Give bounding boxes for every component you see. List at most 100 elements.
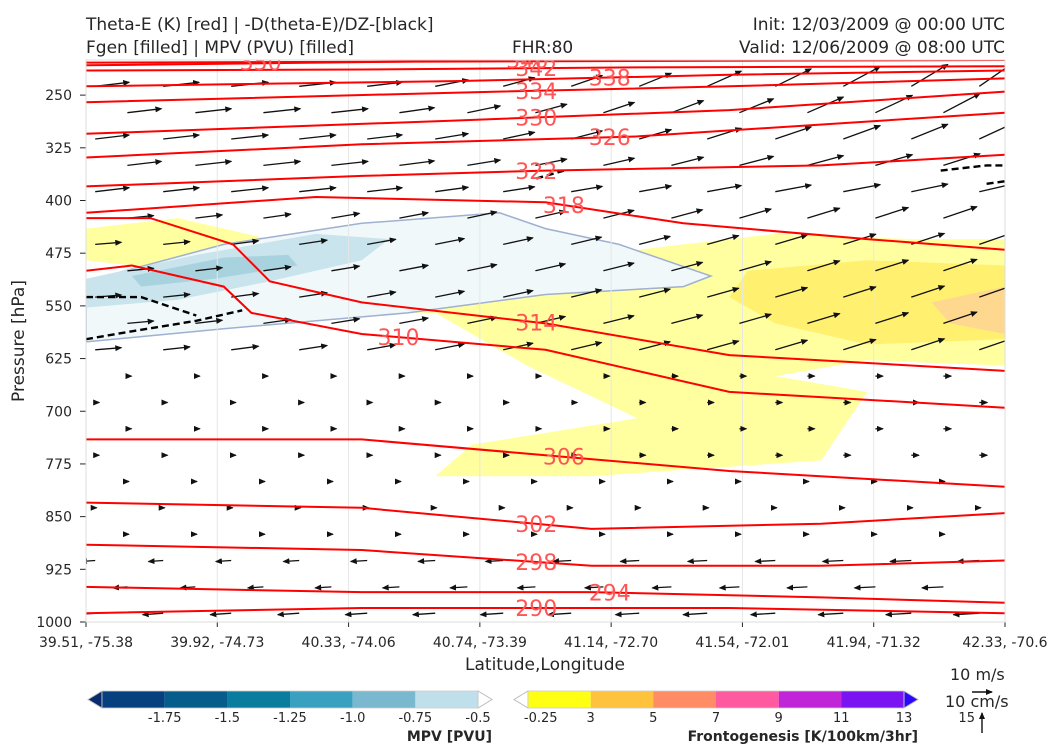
x-axis-label: Latitude,Longitude [465,655,625,675]
wind-vector-23 [739,98,775,114]
theta-e-label-290: 290 [515,597,557,622]
horizontal-wind-reference-label: 10 m/s [950,665,1005,684]
mpv-fill-2 [131,254,298,287]
wind-vector-135 [95,345,123,352]
fgen-colorbar-extend-left [513,690,529,709]
y-tick-550: 550 [45,299,72,315]
wind-vector-126 [399,316,430,325]
mpv-fill-0 [86,212,714,343]
wind-vector-94 [979,234,1005,246]
theta-e-contour-318 [86,195,1005,251]
wind-vector-144 [707,339,740,351]
wind-vector-261 [381,584,400,591]
mpv-colorbar-tick-0: -1.75 [148,711,182,726]
wind-vector-282 [884,611,912,618]
wind-vector-266 [718,584,740,591]
wind-vector-259 [246,584,264,591]
wind-vector-274 [344,611,368,618]
wind-vector-60 [503,184,536,193]
wind-vector-55 [163,185,201,193]
y-tick-400: 400 [45,194,72,210]
wind-vector-87 [503,236,534,246]
wind-vector-138 [299,343,329,351]
wind-vector-84 [299,238,329,246]
fgen-colorbar-segment-6 [841,691,904,708]
fgen-fill-1 [729,260,1005,345]
wind-vector-30 [299,132,337,140]
wind-vector-252 [686,558,708,565]
wind-vector-13 [978,67,1005,87]
wind-vector-243 [86,558,96,565]
wind-vector-63 [707,183,743,193]
theta-e-label-342: 342 [515,57,557,82]
wind-vector-273 [276,611,300,618]
wind-vector-248 [417,558,436,565]
x-tick-3: 40.74, -73.39 [433,635,527,651]
wind-vector-296 [918,640,944,642]
wind-vector-28 [163,132,201,140]
theta-e-label-318: 318 [543,194,585,219]
wind-vector-81 [95,239,123,246]
theta-e-label-306: 306 [543,446,585,471]
wind-vector-76 [671,208,704,219]
dtheta-dz-contours [86,164,1005,341]
wind-vector-139 [367,342,397,351]
wind-vector-254 [821,558,844,565]
wind-vector-19 [467,104,502,114]
init-time: Init: 12/03/2009 @ 00:00 UTC [752,15,1005,35]
wind-vector-249 [484,558,504,565]
wind-vector-88 [571,235,603,246]
title-line-1: Theta-E (K) [red] | -D(theta-E)/DZ-[blac… [86,15,434,35]
wind-vector-131 [739,313,773,325]
mpv-colorbar-tick-1: -1.5 [215,711,240,726]
plot-border [85,59,1006,623]
mpv-colorbar-tick-6: -0.25 [524,711,558,726]
wind-vector-106 [875,259,910,272]
theta-e-label-322: 322 [515,160,557,185]
wind-vector-109 [163,291,191,298]
wind-vector-10 [775,68,813,87]
wind-vector-61 [571,184,604,193]
mpv-colorbar-segment-2 [164,691,228,708]
fgen-colorbar-frame [527,690,905,709]
wind-vector-66 [911,182,949,193]
wind-vector-47 [535,157,568,167]
fgen-colorbar-tick-3: 9 [775,711,783,726]
frontogenesis-colorbar-title: Frontogenesis [K/100km/3hr] [688,729,918,745]
wind-vector-113 [435,289,466,298]
wind-vector-147 [911,337,946,351]
wind-vector-125 [331,316,361,325]
wind-vector-42 [195,159,233,167]
x-axis-ticks: 39.51, -75.38 39.92, -74.73 40.33, -74.06 4… [39,622,1048,651]
wind-vector-51 [807,154,845,167]
wind-vector-82 [163,239,191,246]
wind-vector-58 [367,185,404,193]
wind-vector-244 [147,558,164,565]
wind-vector-142 [571,340,603,351]
wind-vector-255 [889,558,912,565]
dtheta-contour-0 [86,295,197,317]
wind-vector-280 [749,611,776,618]
dtheta-contour-2 [535,169,565,180]
wind-vector-56 [231,185,270,193]
wind-vector-271 [141,611,164,618]
wind-vector-117 [707,287,740,298]
wind-vector-114 [503,288,534,298]
theta-e-contour-334 [86,77,1005,104]
wind-vector-41 [127,159,163,167]
wind-vector-74 [535,209,567,219]
wind-vector-17 [331,106,369,114]
wind-vector-119 [843,285,877,298]
theta-e-label-326: 326 [589,126,631,151]
theta-e-contour-346 [86,60,546,67]
wind-vector-133 [875,311,910,325]
x-tick-0: 39.51, -75.38 [39,635,133,651]
wind-vector-253 [754,558,776,565]
mpv-colorbar-tick-4: -0.75 [398,711,432,726]
wind-vector-112 [367,290,397,298]
x-tick-2: 40.33, -74.06 [302,635,396,651]
dtheta-contour-4 [986,180,1005,185]
theta-e-label-350: 350 [240,51,282,76]
wind-vector-115 [571,288,603,298]
